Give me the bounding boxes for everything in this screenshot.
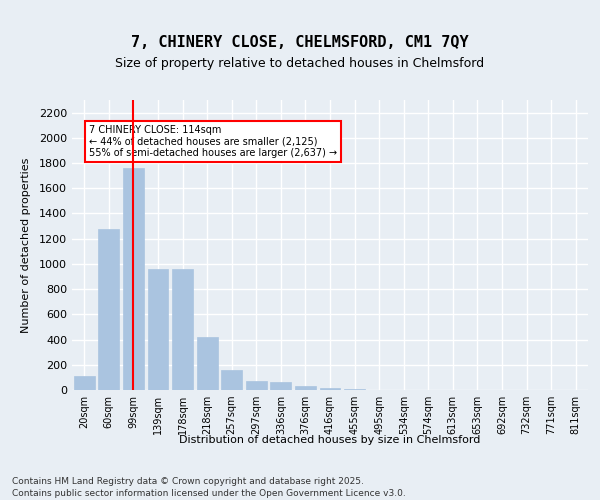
Bar — [246, 381, 267, 390]
Bar — [123, 168, 144, 390]
Bar — [148, 269, 169, 390]
Bar — [221, 370, 242, 390]
Text: Contains HM Land Registry data © Crown copyright and database right 2025.: Contains HM Land Registry data © Crown c… — [12, 478, 364, 486]
Text: Distribution of detached houses by size in Chelmsford: Distribution of detached houses by size … — [179, 435, 481, 445]
Y-axis label: Number of detached properties: Number of detached properties — [20, 158, 31, 332]
Text: 7, CHINERY CLOSE, CHELMSFORD, CM1 7QY: 7, CHINERY CLOSE, CHELMSFORD, CM1 7QY — [131, 35, 469, 50]
Bar — [98, 228, 119, 390]
Text: Contains public sector information licensed under the Open Government Licence v3: Contains public sector information licen… — [12, 489, 406, 498]
Text: Size of property relative to detached houses in Chelmsford: Size of property relative to detached ho… — [115, 58, 485, 70]
Bar — [74, 376, 95, 390]
Bar — [295, 386, 316, 390]
Bar — [197, 337, 218, 390]
Bar — [320, 388, 340, 390]
Bar — [172, 269, 193, 390]
Text: 7 CHINERY CLOSE: 114sqm
← 44% of detached houses are smaller (2,125)
55% of semi: 7 CHINERY CLOSE: 114sqm ← 44% of detache… — [89, 125, 337, 158]
Bar — [271, 382, 292, 390]
